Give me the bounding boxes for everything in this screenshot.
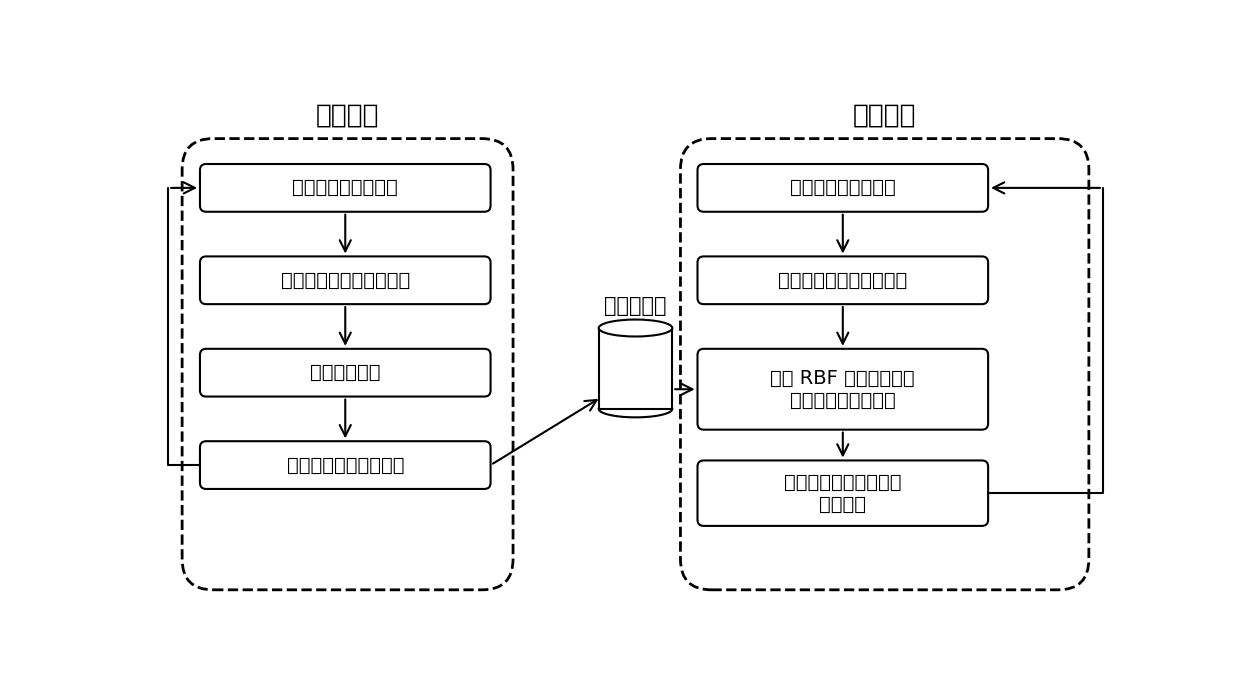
Ellipse shape [599,319,672,337]
FancyBboxPatch shape [200,441,491,489]
Text: 检测特征点，提取描述子: 检测特征点，提取描述子 [779,271,908,290]
FancyBboxPatch shape [697,460,988,526]
Text: 根据最佳匹配位置估计
定位信息: 根据最佳匹配位置估计 定位信息 [784,473,901,514]
Bar [599,328,672,409]
FancyBboxPatch shape [200,256,491,304]
Text: 检测特征点，提取描述子: 检测特征点，提取描述子 [280,271,410,290]
FancyBboxPatch shape [200,349,491,396]
Text: 数据采集: 数据采集 [316,103,379,128]
Text: 视觉数据库存储描述子: 视觉数据库存储描述子 [286,455,404,475]
FancyBboxPatch shape [697,164,988,212]
Text: 利用 RBF 网络分类器对
描述子进行邻域搜索: 利用 RBF 网络分类器对 描述子进行邻域搜索 [770,369,915,410]
FancyBboxPatch shape [697,349,988,430]
Text: 视觉数据库: 视觉数据库 [604,297,667,317]
Text: 从相机提取一帧图像: 从相机提取一帧图像 [790,178,895,198]
FancyBboxPatch shape [200,164,491,212]
Text: 定位估计: 定位估计 [853,103,916,128]
FancyBboxPatch shape [697,256,988,304]
Text: 从相机提取一帧图像: 从相机提取一帧图像 [293,178,398,198]
Text: 丢弃图像数据: 丢弃图像数据 [310,363,381,382]
